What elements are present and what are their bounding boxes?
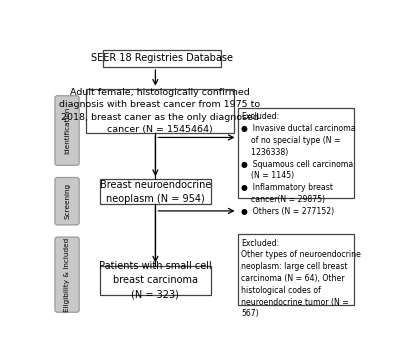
FancyBboxPatch shape — [100, 179, 211, 204]
FancyBboxPatch shape — [103, 50, 220, 67]
Text: Adult female, histologically confirmed
diagnosis with breast cancer from 1975 to: Adult female, histologically confirmed d… — [60, 88, 261, 134]
FancyBboxPatch shape — [86, 89, 234, 133]
Text: Excluded:
Other types of neuroendocrine
neoplasm: large cell breast
carcinoma (N: Excluded: Other types of neuroendocrine … — [241, 239, 361, 319]
Text: Excluded:
●  Invasive ductal carcinoma
    of no special type (N =
    1236338)
: Excluded: ● Invasive ductal carcinoma of… — [241, 112, 356, 216]
Text: Patients with small cell
breast carcinoma
(N = 323): Patients with small cell breast carcinom… — [99, 261, 212, 299]
FancyBboxPatch shape — [55, 237, 79, 312]
Text: Breast neuroendocrine
neoplasm (N = 954): Breast neuroendocrine neoplasm (N = 954) — [100, 180, 211, 203]
FancyBboxPatch shape — [238, 108, 354, 198]
Text: Eligibility & Included: Eligibility & Included — [64, 238, 70, 312]
FancyBboxPatch shape — [55, 177, 79, 225]
Text: SEER 18 Registries Database: SEER 18 Registries Database — [90, 53, 233, 63]
FancyBboxPatch shape — [238, 234, 354, 305]
Text: Identification: Identification — [64, 107, 70, 154]
FancyBboxPatch shape — [55, 96, 79, 165]
Text: Screening: Screening — [64, 183, 70, 219]
FancyBboxPatch shape — [100, 266, 211, 295]
